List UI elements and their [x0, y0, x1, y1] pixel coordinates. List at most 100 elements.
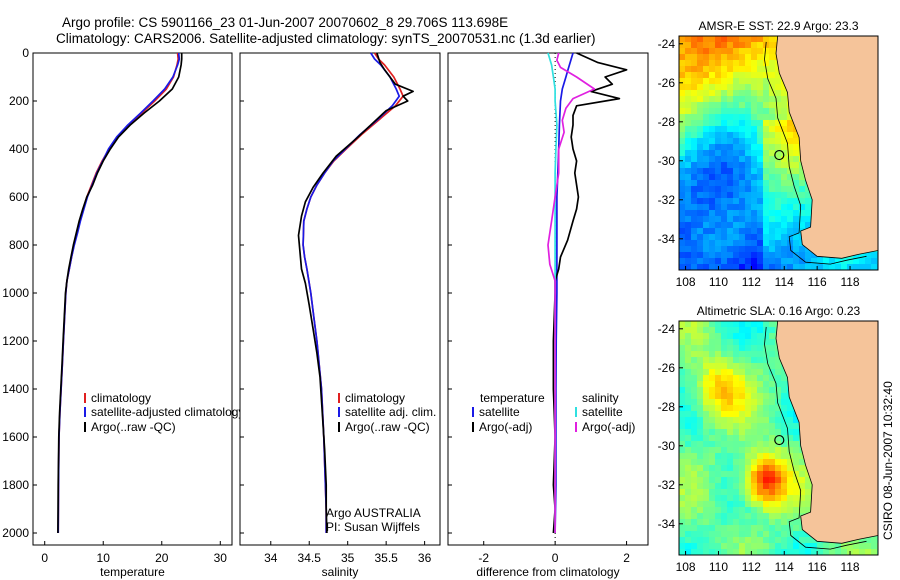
map-cell: [751, 519, 758, 526]
map-cell: [679, 351, 686, 358]
map-cell: [751, 429, 758, 436]
map-cell: [733, 429, 740, 436]
x-tick-label: -2: [478, 551, 489, 565]
map-cell: [787, 483, 794, 490]
map-cell: [763, 321, 770, 328]
map-cell: [691, 429, 698, 436]
map-x-tick-label: 110: [709, 275, 728, 289]
map-cell: [691, 258, 698, 265]
map-cell: [793, 258, 800, 265]
map-cell: [775, 180, 782, 187]
map-cell: [811, 549, 818, 555]
map-cell: [775, 96, 782, 103]
map-cell: [763, 381, 770, 388]
x-tick-label: 30: [214, 551, 228, 565]
map-cell: [769, 156, 776, 163]
map-cell: [799, 198, 806, 205]
map-cell: [799, 222, 806, 229]
map-cell: [691, 453, 698, 460]
map-cell: [739, 60, 746, 67]
map-cell: [835, 264, 842, 270]
map-cell: [757, 198, 764, 205]
map-cell: [787, 234, 794, 241]
map-cell: [733, 246, 740, 253]
map-cell: [697, 369, 704, 376]
x-tick-label: 35: [341, 551, 355, 565]
map-cell: [811, 258, 818, 265]
map-cell: [721, 84, 728, 91]
map-cell: [721, 543, 728, 550]
map-cell: [733, 345, 740, 352]
map-cell: [787, 399, 794, 406]
map-cell: [715, 519, 722, 526]
map-cell: [847, 543, 854, 550]
map-cell: [739, 327, 746, 334]
land-mass: [775, 321, 878, 544]
map-cell: [679, 258, 686, 265]
map-cell: [727, 240, 734, 247]
map-cell: [679, 126, 686, 133]
map-cell: [733, 36, 740, 43]
map-cell: [745, 186, 752, 193]
map-cell: [727, 174, 734, 181]
map-cell: [691, 246, 698, 253]
map-cell: [751, 102, 758, 109]
float-position-marker: [774, 434, 785, 446]
map-cell: [757, 132, 764, 139]
map-cell: [733, 381, 740, 388]
map-cell: [721, 549, 728, 555]
map-cell: [829, 258, 836, 265]
map-cell: [859, 543, 866, 550]
map-cell: [727, 537, 734, 544]
map-cell: [715, 459, 722, 466]
map-cell: [769, 234, 776, 241]
map-cell: [781, 90, 788, 97]
map-cell: [769, 240, 776, 247]
map-cell: [769, 507, 776, 514]
map-cell: [685, 138, 692, 145]
map-cell: [733, 120, 740, 127]
map-cell: [781, 387, 788, 394]
map-cell: [715, 126, 722, 133]
map-cell: [739, 477, 746, 484]
map-cell: [769, 549, 776, 555]
map-cell: [739, 375, 746, 382]
map-cell: [679, 60, 686, 67]
map-cell: [775, 186, 782, 193]
map-cell: [715, 174, 722, 181]
map-cell: [745, 429, 752, 436]
map-cell: [703, 519, 710, 526]
map-cell: [709, 198, 716, 205]
map-cell: [787, 405, 794, 412]
map-cell: [763, 453, 770, 460]
map-cell: [781, 519, 788, 526]
map-cell: [745, 246, 752, 253]
map-cell: [775, 447, 782, 454]
map-cell: [787, 447, 794, 454]
map-cell: [703, 459, 710, 466]
map-cell: [799, 186, 806, 193]
map-cell: [775, 405, 782, 412]
map-cell: [781, 252, 788, 259]
map-cell: [745, 471, 752, 478]
map-cell: [775, 363, 782, 370]
map-cell: [745, 210, 752, 217]
map-cell: [721, 120, 728, 127]
map-cell: [703, 204, 710, 211]
map-cell: [697, 333, 704, 340]
map-cell: [697, 168, 704, 175]
map-cell: [781, 411, 788, 418]
map-cell: [679, 477, 686, 484]
map-cell: [763, 264, 770, 270]
map-cell: [685, 417, 692, 424]
map-cell: [763, 144, 770, 151]
map-cell: [703, 126, 710, 133]
map-cell: [757, 471, 764, 478]
map-cell: [739, 369, 746, 376]
map-cell: [775, 132, 782, 139]
map-cell: [697, 222, 704, 229]
map-cell: [769, 465, 776, 472]
map-cell: [697, 489, 704, 496]
map-cell: [739, 54, 746, 61]
map-cell: [697, 477, 704, 484]
